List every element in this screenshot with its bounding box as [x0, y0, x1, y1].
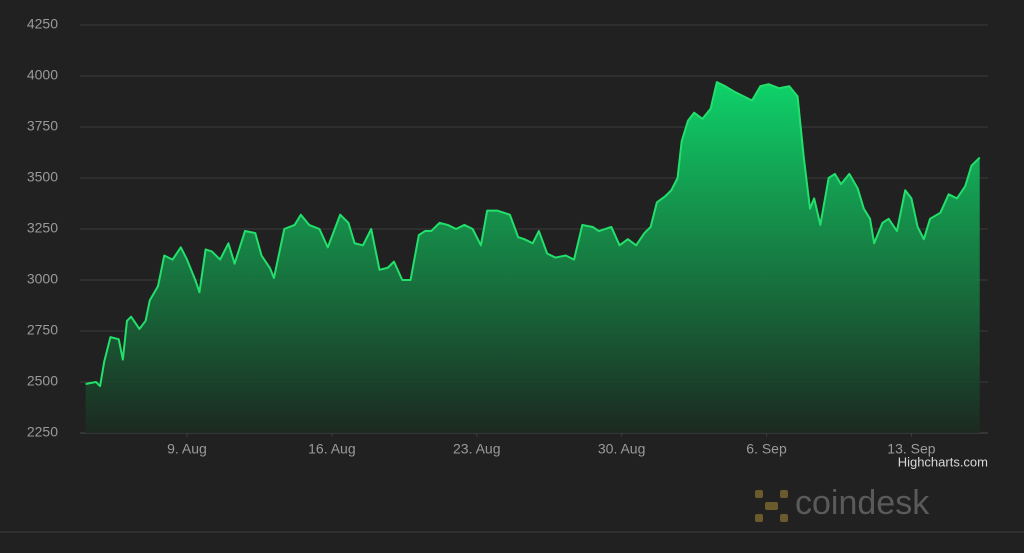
- y-tick-label: 2250: [27, 424, 58, 440]
- y-tick-label: 2750: [27, 322, 58, 338]
- y-tick-label: 4250: [27, 16, 58, 32]
- x-tick-label: 16. Aug: [308, 441, 356, 457]
- watermark: coindesk: [795, 484, 930, 522]
- y-tick-label: 4000: [27, 67, 58, 83]
- x-tick-label: 30. Aug: [598, 441, 646, 457]
- y-tick-label: 2500: [27, 373, 58, 389]
- y-tick-label: 3750: [27, 118, 58, 134]
- watermark-logo: [755, 490, 788, 522]
- y-tick-label: 3000: [27, 271, 58, 287]
- x-tick-label: 9. Aug: [167, 441, 207, 457]
- credits[interactable]: Highcharts.com: [898, 454, 988, 469]
- x-tick-label: 13. Sep: [887, 441, 935, 457]
- y-tick-label: 3250: [27, 220, 58, 236]
- price-line: [85, 81, 981, 388]
- x-tick-label: 23. Aug: [453, 441, 501, 457]
- x-tick-label: 6. Sep: [746, 441, 787, 457]
- price-area: [85, 82, 980, 434]
- y-tick-label: 3500: [27, 169, 58, 185]
